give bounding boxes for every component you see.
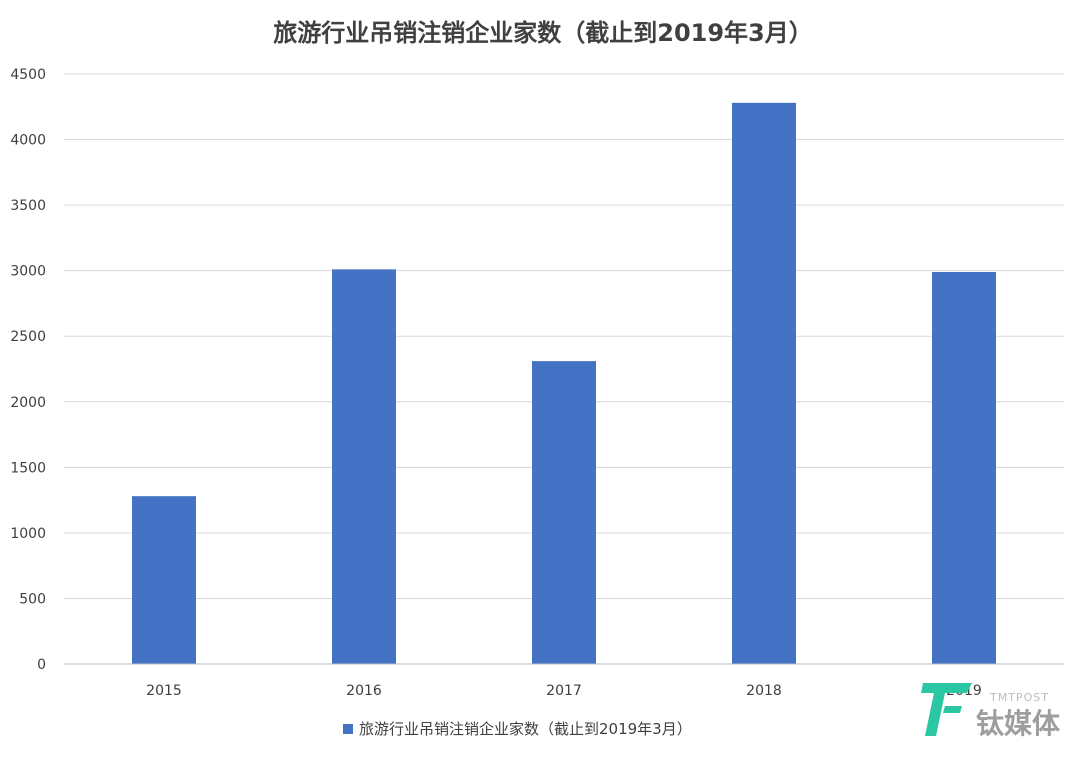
x-tick-label: 2016 <box>346 683 382 699</box>
y-tick-label: 2000 <box>10 395 46 411</box>
watermark-text-en: TMTPOST <box>989 691 1049 704</box>
x-axis-ticks: 20152016201720182019 <box>146 683 982 699</box>
grid-layer <box>64 73 1064 599</box>
x-tick-label: 2017 <box>546 683 582 699</box>
bar-2018 <box>732 102 796 665</box>
x-tick-label: 2015 <box>146 683 182 699</box>
watermark-text-cn: 钛媒体 <box>976 707 1061 740</box>
y-axis-ticks: 0 500 1000 1500 2000 2500 3000 3500 4000 4500 <box>10 67 46 673</box>
legend: 旅游行业吊销注销企业家数（截止到2019年3月） <box>343 720 692 738</box>
y-tick-label: 3500 <box>10 198 46 214</box>
bars <box>132 102 996 665</box>
y-tick-label: 500 <box>19 591 46 607</box>
tmtpost-logo-icon <box>921 683 972 736</box>
bar-2016 <box>332 269 396 664</box>
y-tick-label: 0 <box>37 657 46 673</box>
y-tick-label: 2500 <box>10 329 46 345</box>
legend-swatch <box>343 724 353 734</box>
bar-2015 <box>132 496 196 664</box>
y-tick-label: 3000 <box>10 264 46 280</box>
bar-2019 <box>932 271 996 664</box>
y-tick-label: 4000 <box>10 133 46 149</box>
y-tick-label: 1000 <box>10 526 46 542</box>
bar-2017 <box>532 361 596 664</box>
y-tick-label: 1500 <box>10 460 46 476</box>
y-tick-label: 4500 <box>10 67 46 83</box>
x-tick-label: 2018 <box>746 683 782 699</box>
legend-label: 旅游行业吊销注销企业家数（截止到2019年3月） <box>359 720 692 738</box>
watermark: TMTPOST 钛媒体 <box>921 683 1061 740</box>
chart-title: 旅游行业吊销注销企业家数（截止到2019年3月） <box>273 19 813 47</box>
